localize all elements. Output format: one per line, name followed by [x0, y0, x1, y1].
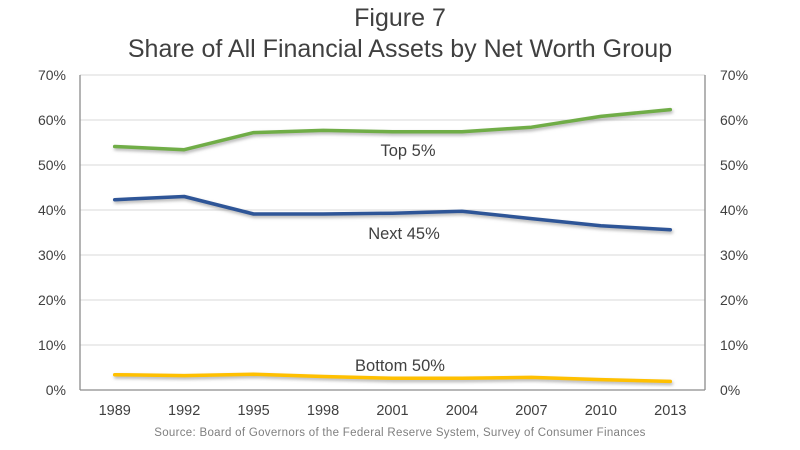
gridlines	[80, 74, 705, 346]
x-axis-tick-label: 1992	[168, 403, 200, 419]
series-line-bottom-50	[112, 372, 673, 384]
source-note: Source: Board of Governors of the Federa…	[154, 427, 646, 439]
x-axis-tick-label: 1995	[237, 403, 269, 419]
y-axis-tick-label-right: 20%	[720, 292, 748, 308]
y-axis-tick-label-left: 60%	[38, 112, 66, 128]
series-labels: Top 5% Next 45% Bottom 50%	[355, 142, 445, 375]
x-tick-labels: 1989 1992 1995 1998 2001 2004 2007 2010 2013	[99, 403, 687, 419]
y-axis-tick-label-right: 70%	[720, 67, 748, 83]
chart-title-block: Figure 7 Share of All Financial Assets b…	[0, 3, 800, 65]
y-axis-tick-label-right: 60%	[720, 112, 748, 128]
x-axis-tick-label: 1998	[307, 403, 339, 419]
series-lines	[112, 107, 673, 384]
x-axis-tick-label: 2007	[515, 403, 547, 419]
x-axis-tick-label: 1989	[99, 403, 131, 419]
y-axis-tick-label-left: 40%	[38, 202, 66, 218]
y-axis-tick-label-left: 10%	[38, 337, 66, 353]
series-line-top-5	[112, 107, 673, 152]
series-label-next-45: Next 45%	[368, 225, 440, 243]
x-axis-tick-label: 2001	[376, 403, 408, 419]
chart-title: Share of All Financial Assets by Net Wor…	[127, 35, 673, 63]
x-axis-tick-label: 2013	[654, 403, 686, 419]
series-label-top-5: Top 5%	[380, 142, 435, 160]
figure-number: Figure 7	[354, 4, 446, 32]
y-axis-tick-label-right: 50%	[720, 157, 748, 173]
y-axis-tick-label-left: 70%	[38, 67, 66, 83]
y-axis-tick-label-left: 50%	[38, 157, 66, 173]
x-axis-tick-label: 2010	[585, 403, 617, 419]
y-axis-tick-label-left: 0%	[46, 382, 66, 398]
series-line-next-45	[112, 194, 673, 232]
y-axis-tick-label-right: 0%	[720, 382, 740, 398]
y-axis-tick-label-right: 30%	[720, 247, 748, 263]
y-axis-tick-label-right: 10%	[720, 337, 748, 353]
y-axis-tick-label-right: 40%	[720, 202, 748, 218]
y-axis-tick-label-left: 30%	[38, 247, 66, 263]
axes	[79, 75, 706, 391]
y-tick-labels: 0% 0% 10% 10% 20% 20% 30% 30% 40% 40% 50% 50% 60% 60%…	[38, 67, 748, 398]
x-axis-tick-label: 2004	[446, 403, 478, 419]
y-axis-tick-label-left: 20%	[38, 292, 66, 308]
series-label-bottom-50: Bottom 50%	[355, 357, 445, 375]
